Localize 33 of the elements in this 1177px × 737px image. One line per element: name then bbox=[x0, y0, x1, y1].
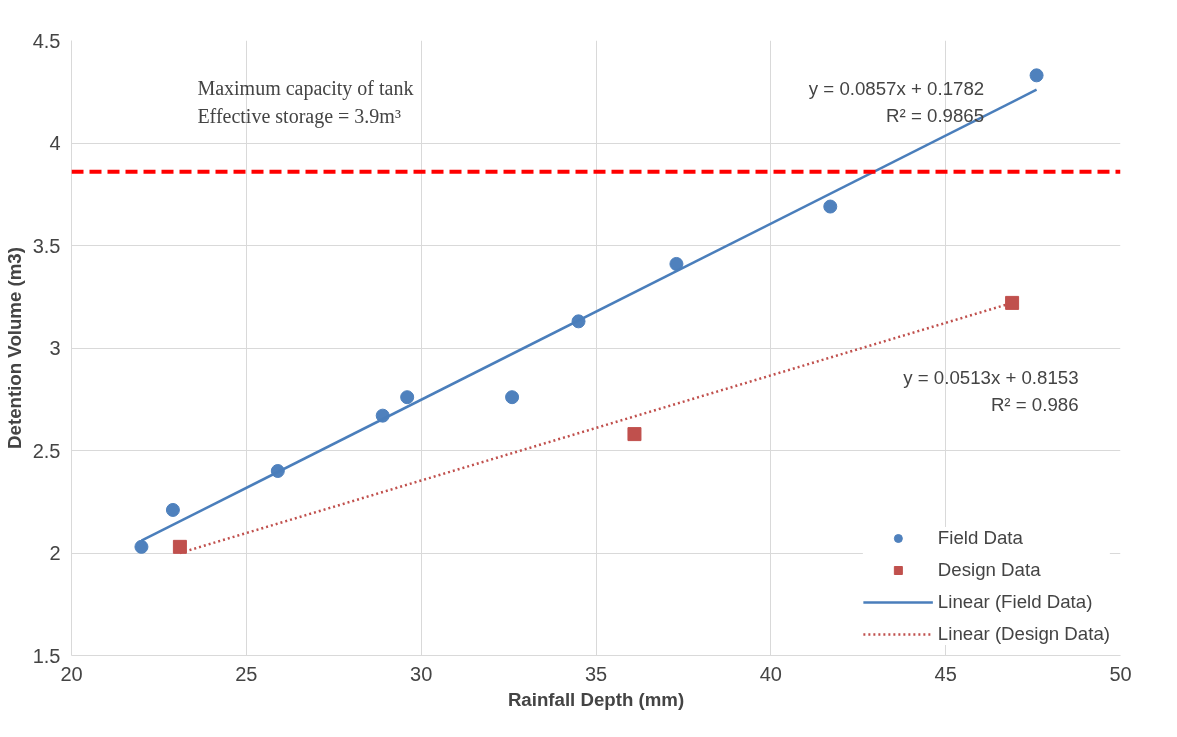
x-tick-label: 30 bbox=[410, 662, 433, 685]
x-tick-label: 40 bbox=[759, 662, 782, 685]
annotation: y = 0.0857x + 0.1782 R² = 0.9865 bbox=[808, 77, 985, 127]
y-tick-label: 4.5 bbox=[32, 29, 61, 52]
y-axis-title: Detention Volume (m3) bbox=[3, 247, 25, 449]
point bbox=[505, 390, 520, 405]
x-tick-label: 25 bbox=[235, 662, 258, 685]
legend-label: Design Data bbox=[937, 559, 1041, 581]
point bbox=[1029, 68, 1044, 83]
legend-label: Linear (Field Data) bbox=[937, 591, 1093, 613]
point bbox=[1005, 295, 1020, 310]
point bbox=[172, 539, 187, 554]
point bbox=[400, 390, 415, 405]
legend-label: Field Data bbox=[937, 527, 1023, 549]
point bbox=[627, 427, 642, 442]
y-tick-label: 3.5 bbox=[32, 234, 61, 257]
annotation: Maximum capacity of tank Effective storage = 3.9m³ bbox=[197, 76, 414, 129]
y-tick-label: 2 bbox=[49, 542, 61, 564]
x-tick-label: 45 bbox=[934, 662, 957, 685]
x-tick-label: 20 bbox=[60, 662, 83, 685]
y-tick-label: 3 bbox=[49, 337, 61, 359]
y-tick-label: 4 bbox=[49, 132, 61, 154]
x-axis-title: Rainfall Depth (mm) bbox=[507, 688, 685, 710]
x-tick-label: 50 bbox=[1109, 662, 1132, 685]
y-tick-label: 2.5 bbox=[32, 439, 61, 462]
point bbox=[823, 199, 838, 214]
point bbox=[165, 502, 180, 517]
point bbox=[134, 539, 149, 554]
x-tick-label: 35 bbox=[584, 662, 608, 685]
legend-label: Linear (Design Data) bbox=[937, 623, 1110, 645]
point bbox=[669, 256, 684, 271]
annotation: y = 0.0513x + 0.8153 R² = 0.986 bbox=[903, 366, 1079, 416]
y-tick-label: 1.5 bbox=[32, 644, 61, 667]
